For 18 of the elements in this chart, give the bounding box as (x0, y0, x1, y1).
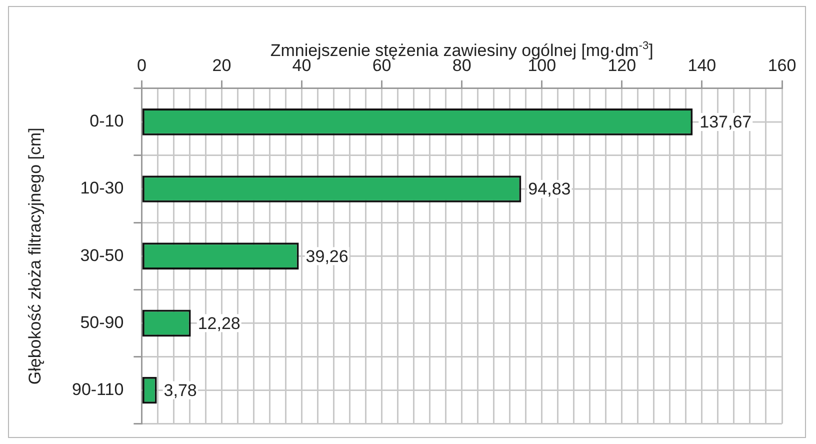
data-label: 39,26 (306, 246, 348, 266)
x-tick-label: 40 (292, 56, 312, 75)
data-label: 94,83 (528, 180, 571, 199)
x-tick-label: 0 (136, 56, 146, 75)
x-tick-label: 80 (452, 56, 472, 75)
y-tick-label: 30-50 (80, 246, 124, 265)
data-label: 137,67 (700, 112, 752, 132)
data-label: 3,78 (164, 380, 197, 400)
data-label: 12,28 (198, 314, 240, 333)
y-tick-label: 90-110 (72, 380, 124, 399)
x-tick-label: 160 (768, 56, 796, 75)
x-tick-label: 20 (212, 56, 232, 75)
x-tick-label: 140 (688, 56, 716, 75)
y-axis-title: Głębokość złoża filtracyjnego [cm] (26, 128, 45, 385)
x-tick-label: 60 (372, 56, 392, 75)
y-tick-label: 50-90 (80, 312, 124, 332)
y-tick-label: 10-30 (80, 178, 124, 198)
y-tick-label: 0-10 (90, 112, 124, 131)
